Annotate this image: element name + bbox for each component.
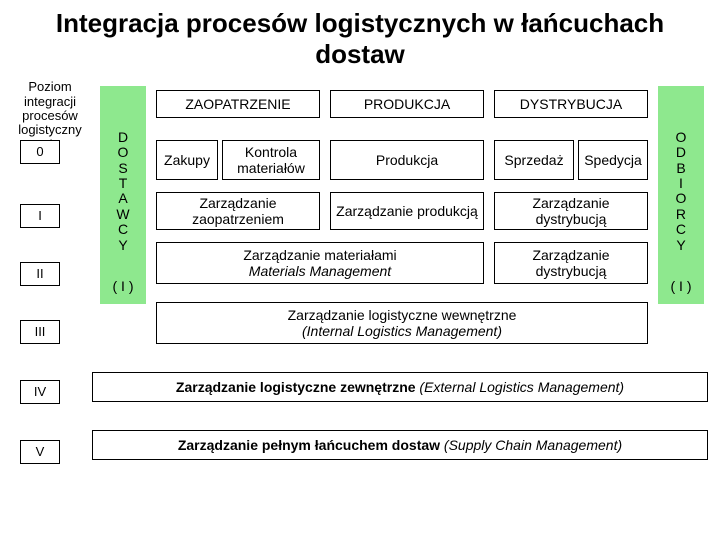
row2-right: Zarządzanie dystrybucją xyxy=(494,242,648,284)
row0-box-3: Sprzedaż xyxy=(494,140,574,180)
row5-box: Zarządzanie pełnym łańcuchem dostaw (Sup… xyxy=(92,430,708,460)
col-header-0: ZAOPATRZENIE xyxy=(156,90,320,118)
row0-box-0: Zakupy xyxy=(156,140,218,180)
suppliers-label: DOSTAWCY xyxy=(100,118,146,264)
level-box-III: III xyxy=(20,320,60,344)
row0-box-4: Spedycja xyxy=(578,140,648,180)
row2-left: Zarządzanie materiałamiMaterials Managem… xyxy=(156,242,484,284)
level-box-0: 0 xyxy=(20,140,60,164)
page-title: Integracja procesów logistycznych w łańc… xyxy=(0,0,720,80)
row0-box-1: Kontrola materiałów xyxy=(222,140,320,180)
level-box-I: I xyxy=(20,204,60,228)
level-box-V: V xyxy=(20,440,60,464)
row1-box-1: Zarządzanie produkcją xyxy=(330,192,484,230)
row1-box-0: Zarządzanie zaopatrzeniem xyxy=(156,192,320,230)
diagram-canvas: Poziom integracji procesów logistyczny c… xyxy=(0,80,720,520)
row1-box-2: Zarządzanie dystrybucją xyxy=(494,192,648,230)
level-box-IV: IV xyxy=(20,380,60,404)
row0-box-2: Produkcja xyxy=(330,140,484,180)
col-header-2: DYSTRYBUCJA xyxy=(494,90,648,118)
level-box-II: II xyxy=(20,262,60,286)
suppliers-paren: ( I ) xyxy=(100,276,146,296)
col-header-1: PRODUKCJA xyxy=(330,90,484,118)
row3-box: Zarządzanie logistyczne wewnętrzne(Inter… xyxy=(156,302,648,344)
customers-label: ODBIORCY xyxy=(658,118,704,264)
customers-paren: ( I ) xyxy=(658,276,704,296)
row4-box: Zarządzanie logistyczne zewnętrzne (Exte… xyxy=(92,372,708,402)
